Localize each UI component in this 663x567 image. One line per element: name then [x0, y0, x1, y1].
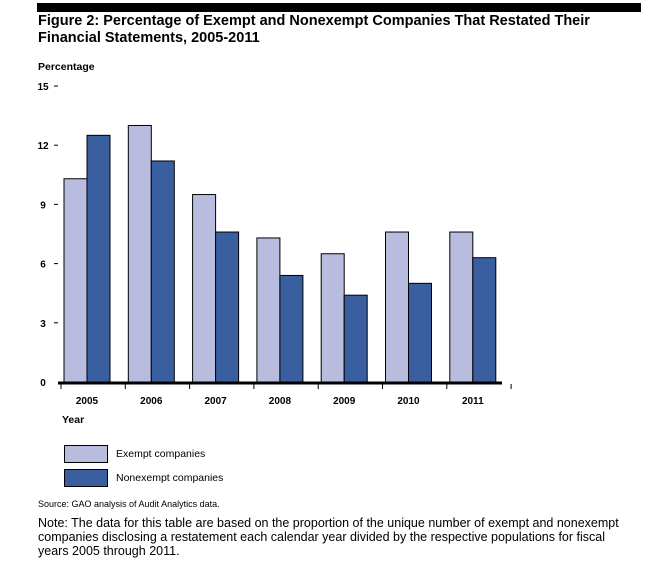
x-tick-label: 2009 — [333, 396, 356, 407]
x-tick-label: 2011 — [462, 396, 484, 407]
y-axis-title: Percentage — [38, 61, 95, 73]
x-axis-title: Year — [62, 414, 85, 426]
nonexempt-bar-2005 — [86, 134, 111, 383]
y-tick-label: 9 — [40, 200, 46, 211]
legend-label-exempt: Exempt companies — [116, 448, 206, 460]
legend-label-nonexempt: Nonexempt companies — [116, 472, 224, 484]
y-tick-label: 0 — [40, 378, 46, 389]
nonexempt-bar-2007 — [215, 231, 240, 383]
legend-swatch-exempt — [64, 445, 108, 463]
x-tick-label: 2008 — [269, 396, 292, 407]
exempt-bar-2005 — [63, 178, 88, 383]
y-tick-label: 15 — [37, 82, 49, 93]
y-tick-label: 12 — [37, 141, 49, 152]
legend-swatch-nonexempt — [64, 469, 108, 487]
nonexempt-bar-2006 — [150, 160, 175, 383]
nonexempt-bar-2009 — [343, 294, 368, 383]
exempt-bar-2008 — [256, 237, 281, 383]
nonexempt-bar-2010 — [408, 282, 432, 383]
exempt-bar-2011 — [449, 231, 474, 383]
x-tick-label: 2007 — [204, 396, 227, 407]
nonexempt-bar-2008 — [279, 274, 304, 383]
exempt-bar-2009 — [320, 253, 345, 383]
x-tick-label: 2006 — [140, 396, 163, 407]
exempt-bar-2006 — [127, 124, 152, 383]
figure-title: Figure 2: Percentage of Exempt and Nonex… — [38, 13, 590, 46]
note-text: Note: The data for this table are based … — [38, 516, 619, 558]
bar-chart: 0 3 6 9 12 15 2005 2006 2007 2008 2009 2010 2011 — [37, 82, 512, 407]
x-tick-label: 2010 — [397, 396, 420, 407]
source-text: Source: GAO analysis of Audit Analytics … — [38, 499, 220, 509]
exempt-bar-2010 — [385, 231, 409, 383]
exempt-bar-2007 — [192, 194, 217, 383]
y-tick-label: 3 — [40, 319, 46, 330]
x-tick-label: 2005 — [76, 396, 99, 407]
nonexempt-bar-2011 — [472, 257, 497, 383]
y-tick-label: 6 — [40, 260, 46, 271]
title-rule — [37, 3, 641, 12]
